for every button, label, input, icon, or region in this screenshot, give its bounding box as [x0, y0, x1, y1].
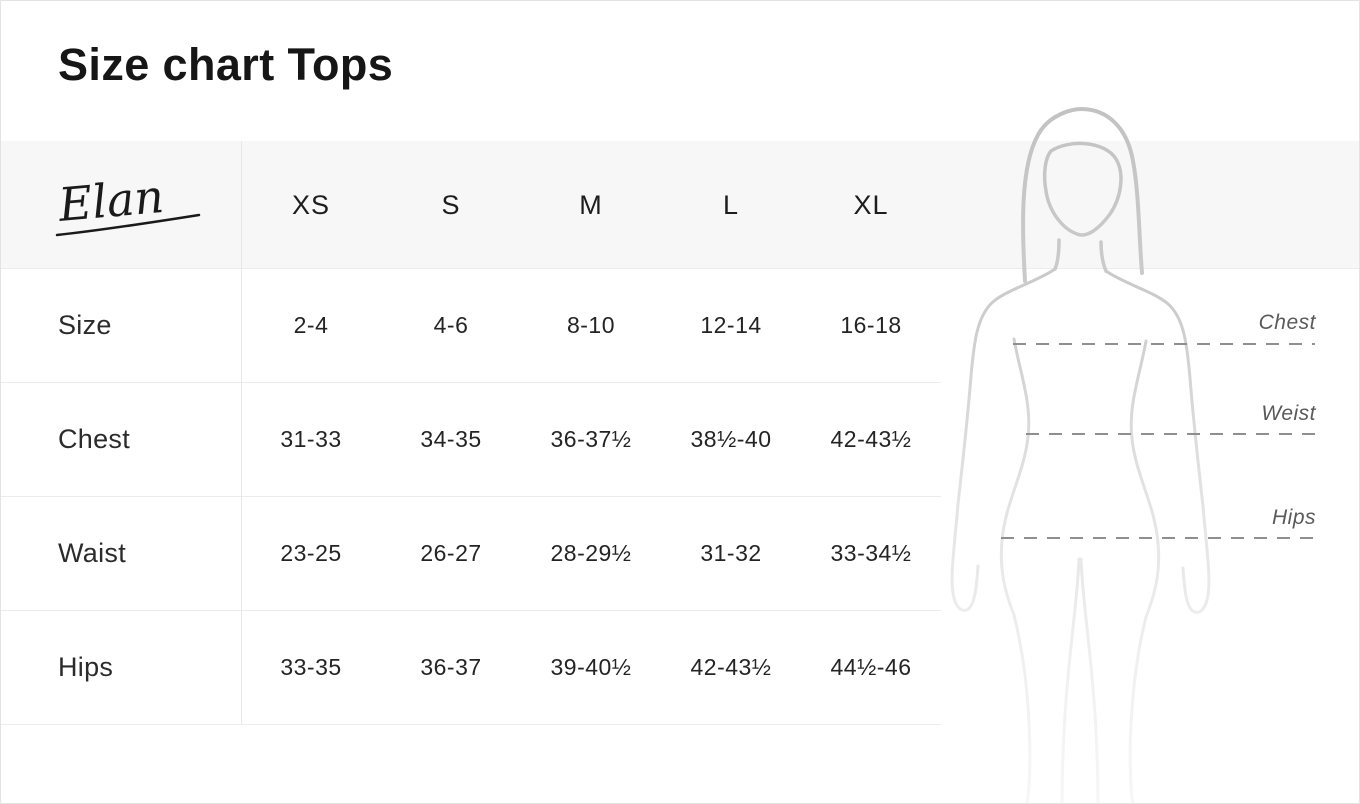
row-label-waist: Waist [58, 538, 126, 568]
column-header-l: L [722, 189, 740, 220]
torso-right-leg-outline [1128, 339, 1161, 803]
row-label-hips: Hips [58, 652, 114, 682]
size-value-cell: 36-37 [420, 654, 482, 680]
chest-measure-label: Chest [1258, 311, 1316, 334]
hips-measure-label: Hips [1271, 506, 1316, 529]
table-row-waist: Waist 23-25 26-27 28-29½ 31-32 33-34½ [1, 497, 941, 611]
column-header-xl: XL [853, 189, 889, 220]
torso-left-leg-outline [999, 337, 1032, 803]
size-value-cell: 31-32 [700, 540, 762, 566]
size-value-cell: 33-34½ [830, 540, 912, 566]
brand-logo-underline [55, 213, 201, 237]
size-value-cell: 8-10 [566, 312, 616, 338]
table-row-chest: Chest 31-33 34-35 36-37½ 38½-40 42-43½ [1, 383, 941, 497]
row-label-size: Size [58, 310, 112, 340]
table-row-size: Size 2-4 4-6 8-10 12-14 16-18 [1, 269, 941, 383]
table-column-divider [241, 141, 242, 724]
size-value-cell: 31-33 [280, 426, 342, 452]
size-value-cell: 4-6 [433, 312, 469, 338]
brand-logo: Elan [1, 141, 241, 269]
size-value-cell: 26-27 [420, 540, 482, 566]
size-table: Elan XS S M L XL Size 2-4 4-6 8-10 12-14… [1, 141, 941, 725]
size-value-cell: 42-43½ [690, 654, 772, 680]
column-header-m: M [579, 189, 603, 220]
inner-right-leg-line [1079, 557, 1100, 803]
size-value-cell: 28-29½ [550, 540, 632, 566]
size-value-cell: 44½-46 [830, 654, 912, 680]
size-value-cell: 36-37½ [550, 426, 632, 452]
row-label-chest: Chest [58, 424, 131, 454]
column-header-xs: XS [291, 189, 331, 220]
size-value-cell: 16-18 [840, 312, 902, 338]
size-value-cell: 39-40½ [550, 654, 632, 680]
size-value-cell: 12-14 [700, 312, 762, 338]
left-arm-outline [950, 267, 1057, 612]
inner-left-leg-line [1060, 557, 1081, 803]
size-value-cell: 38½-40 [690, 426, 772, 452]
size-value-cell: 34-35 [420, 426, 482, 452]
brand-logo-text: Elan [55, 169, 166, 232]
page-title: Size chart Tops [58, 39, 394, 90]
table-row-hips: Hips 33-35 36-37 39-40½ 42-43½ 44½-46 [1, 611, 941, 725]
column-header-s: S [441, 189, 461, 220]
table-header-row: Elan XS S M L XL [1, 141, 941, 269]
size-value-cell: 42-43½ [830, 426, 912, 452]
waist-measure-label: Weist [1261, 402, 1316, 425]
size-value-cell: 33-35 [280, 654, 342, 680]
size-value-cell: 23-25 [280, 540, 342, 566]
brand-logo-svg: Elan [55, 169, 201, 237]
size-value-cell: 2-4 [293, 312, 329, 338]
